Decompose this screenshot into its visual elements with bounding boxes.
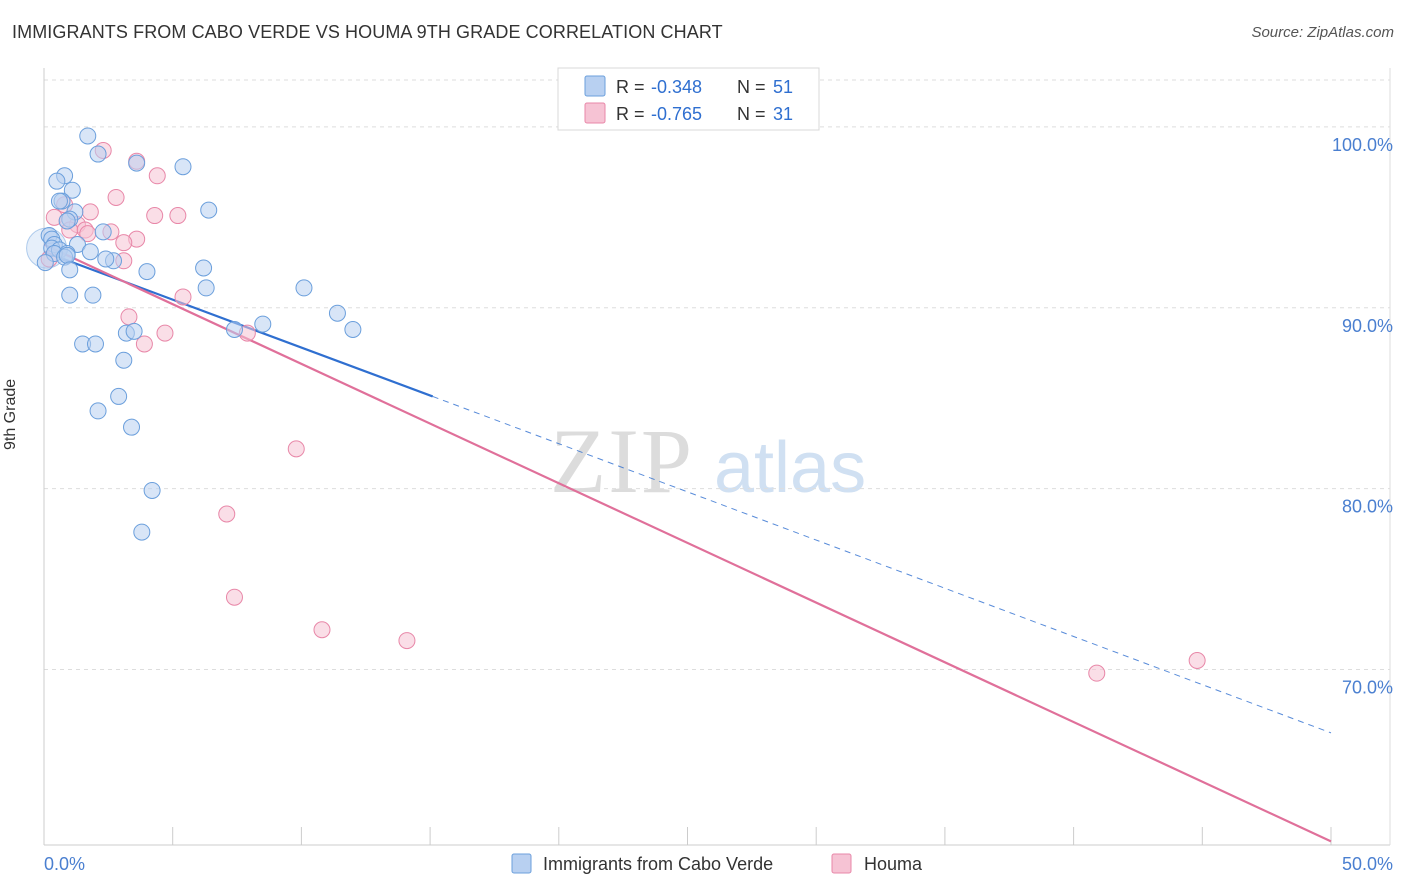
legend-swatch-houma [584,102,606,124]
point-houma-3 [107,188,125,206]
point-cabo-verde-15 [94,223,112,241]
point-cabo-verde-47 [143,481,161,499]
point-cabo-verde-8 [50,192,68,210]
point-cabo-verde-10 [200,201,218,219]
point-cabo-verde-28 [36,254,54,272]
point-cabo-verde-33 [61,286,79,304]
bottom-legend-label-houma: Houma [864,854,923,874]
data-points [26,127,1206,682]
x-tick-label-0: 0.0% [44,854,85,874]
point-cabo-verde-45 [89,402,107,420]
point-cabo-verde-32 [295,279,313,297]
legend-swatch-cabo-verde [584,75,606,97]
gridlines [44,79,1390,671]
point-cabo-verde-26 [97,250,115,268]
legend-r-value-2: -0.765 [651,104,702,124]
legend-r-value-1: -0.348 [651,77,702,97]
y-tick-label-0: 100.0% [1332,135,1393,155]
point-cabo-verde-34 [84,286,102,304]
point-houma-16 [115,234,133,252]
point-cabo-verde-44 [110,387,128,405]
point-houma-29 [1088,664,1106,682]
bottom-legend: Immigrants from Cabo Verde Houma [511,853,923,874]
point-cabo-verde-6 [63,181,81,199]
point-houma-30 [1188,652,1206,670]
trend-line-extension-1 [432,395,1332,734]
point-houma-19 [174,288,192,306]
legend-n-value-1: 51 [773,77,793,97]
point-houma-27 [313,621,331,639]
point-houma-21 [156,324,174,342]
bottom-legend-swatch-cabo-verde [511,853,532,874]
point-houma-25 [218,505,236,523]
legend-box: R = -0.348 N = 51 R = -0.765 N = 31 [557,67,820,131]
point-cabo-verde-36 [254,315,272,333]
point-cabo-verde-40 [125,322,143,340]
point-cabo-verde-30 [195,259,213,277]
point-cabo-verde-0 [79,127,97,145]
point-houma-28 [398,632,416,650]
trend-line-2 [43,243,1332,843]
point-houma-20 [120,308,138,326]
point-cabo-verde-27 [61,261,79,279]
tick-labels: 100.0% 90.0% 80.0% 70.0% 0.0% 50.0% [44,135,1393,874]
chart-title: IMMIGRANTS FROM CABO VERDE VS HOUMA 9TH … [12,22,723,42]
axes [43,68,1391,846]
legend-r-label-1: R = [616,77,645,97]
legend-n-value-2: 31 [773,104,793,124]
point-cabo-verde-2 [128,154,146,172]
point-cabo-verde-43 [115,351,133,369]
watermark-zip: ZIP [550,410,694,512]
point-houma-23 [135,335,153,353]
point-cabo-verde-12 [58,212,76,230]
bottom-legend-swatch-houma [831,853,852,874]
point-cabo-verde-3 [174,158,192,176]
point-cabo-verde-31 [197,279,215,297]
point-houma-26 [225,588,243,606]
x-tick-label-1: 50.0% [1342,854,1393,874]
point-houma-24 [287,440,305,458]
point-cabo-verde-21 [81,243,99,261]
point-cabo-verde-37 [225,321,243,339]
point-cabo-verde-29 [138,263,156,281]
source-label: Source: ZipAtlas.com [1251,24,1394,41]
point-houma-1 [148,167,166,185]
point-houma-6 [146,207,164,225]
point-cabo-verde-48 [133,523,151,541]
point-cabo-verde-5 [48,172,66,190]
point-houma-5 [81,203,99,221]
point-cabo-verde-42 [86,335,104,353]
watermark-atlas: atlas [714,428,866,508]
y-tick-label-3: 70.0% [1342,678,1393,698]
y-tick-label-2: 80.0% [1342,497,1393,517]
point-cabo-verde-46 [123,418,141,436]
legend-n-label-2: N = [737,104,766,124]
point-houma-7 [169,207,187,225]
point-cabo-verde-24 [58,246,76,264]
point-cabo-verde-38 [344,321,362,339]
bottom-legend-label-cabo-verde: Immigrants from Cabo Verde [543,854,773,874]
point-cabo-verde-35 [328,304,346,322]
point-cabo-verde-1 [89,145,107,163]
y-tick-label-1: 90.0% [1342,316,1393,336]
legend-n-label-1: N = [737,77,766,97]
legend-r-label-2: R = [616,104,645,124]
